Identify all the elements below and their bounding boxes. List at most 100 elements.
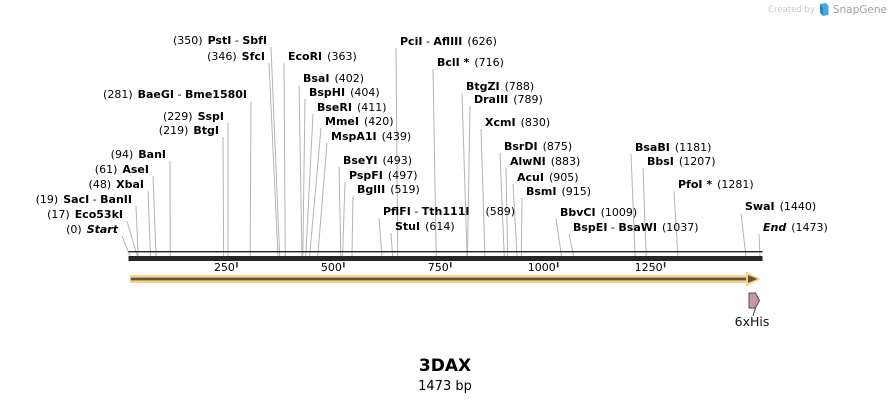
site-position: (614) — [425, 220, 455, 233]
connector-line — [568, 233, 575, 257]
site-name: XbaI — [116, 178, 144, 191]
site-label-bseri: BseRI (411) — [317, 101, 387, 115]
site-name: Start — [87, 223, 118, 236]
site-position: (1281) — [717, 178, 754, 191]
site-position: (875) — [542, 140, 573, 153]
connector-line — [147, 190, 152, 257]
site-name-part: EcoRI — [288, 50, 323, 63]
site-label-bglii: BglII (519) — [357, 183, 420, 197]
ruler-tick — [663, 262, 666, 268]
site-position: (1473) — [791, 221, 828, 234]
site-name-part: BsaBI — [635, 141, 670, 154]
site-name-part: PstI — [207, 34, 232, 47]
connector-line — [302, 98, 306, 257]
ruler-tick — [556, 262, 559, 268]
site-name: PciI - AflIII — [400, 35, 462, 48]
site-name: BsrDI — [504, 140, 538, 153]
ruler-number: 1000 — [527, 261, 556, 274]
site-name: StuI — [395, 220, 420, 233]
site-label-asei: (61) AseI — [95, 163, 149, 177]
connector-line — [298, 84, 303, 257]
connector-line — [758, 233, 761, 257]
site-name-part: BaeGI — [137, 88, 175, 101]
connector-line — [520, 197, 523, 257]
site-label-start: (0) Start — [66, 223, 118, 237]
site-label-bani: (94) BanI — [111, 148, 166, 162]
site-label-sfci: (346) SfcI — [207, 50, 265, 64]
site-label-bsrdi: BsrDI (875) — [504, 140, 572, 154]
site-position: (905) — [548, 171, 579, 184]
site-name-part: PspFI — [349, 169, 383, 182]
site-position: (420) — [363, 115, 394, 128]
site-name-part: MspA1I — [331, 130, 377, 143]
connector-line — [432, 68, 437, 257]
site-position: (1181) — [674, 141, 712, 154]
site-position: (915) — [561, 185, 592, 198]
site-name: BbvCI — [560, 206, 596, 219]
site-label-stui: StuI (614) — [395, 220, 455, 234]
site-position: (17) — [47, 208, 70, 221]
site-position: (48) — [88, 178, 112, 191]
site-name: XcmI — [485, 116, 516, 129]
connector-line — [317, 142, 328, 257]
sequence-name: 3DAX — [418, 356, 472, 376]
site-name-part: MmeI — [325, 115, 359, 128]
connector-line — [342, 181, 346, 257]
site-label-xbai: (48) XbaI — [89, 178, 144, 192]
site-name-part: BtgI — [193, 124, 219, 137]
site-name-part: BglII — [357, 183, 386, 196]
site-label-bspei-bsawi: BspEI - BsaWI (1037) — [573, 221, 699, 235]
site-label-acui: AcuI (905) — [517, 171, 579, 185]
site-name: SwaI — [745, 200, 775, 213]
connector-line — [505, 167, 509, 257]
site-name: BaeGI - Bme1580I — [138, 88, 247, 101]
site-name-part: PfoI * — [678, 178, 713, 191]
site-label-psti-sbfi: (350) PstI - SbfI — [173, 34, 267, 48]
site-position: (493) — [382, 154, 413, 167]
site-name: MspA1I — [331, 130, 377, 143]
site-name: AcuI — [517, 171, 544, 184]
ruler-number: 1250 — [634, 261, 663, 274]
site-label-bbsi: BbsI (1207) — [647, 155, 715, 169]
site-name: BanI — [138, 148, 166, 161]
connector-line — [512, 183, 518, 257]
site-label-swai: SwaI (1440) — [745, 200, 816, 214]
feature-arrowhead-core — [748, 275, 758, 283]
site-position: (1440) — [779, 200, 817, 213]
site-name: EcoRI — [288, 50, 322, 63]
connector-line — [555, 218, 563, 257]
site-label-pspfi: PspFI (497) — [349, 169, 418, 183]
site-name: BbsI — [647, 155, 674, 168]
site-position: (61) — [94, 163, 118, 176]
site-name-part: BseRI — [317, 101, 352, 114]
site-name: PstI - SbfI — [208, 34, 267, 47]
site-position: (788) — [504, 80, 535, 93]
connector-line — [135, 205, 139, 257]
site-name-part: AflIII — [433, 35, 463, 48]
site-name-part: BsaWI — [618, 221, 657, 234]
his-tag-shape — [748, 292, 761, 309]
connector-line — [121, 235, 131, 257]
site-name-part: BclI * — [437, 56, 470, 69]
site-name: BspHI — [309, 86, 345, 99]
site-name-part: PflFI — [383, 205, 411, 218]
site-label-xcmi: XcmI (830) — [485, 116, 550, 130]
site-name-part: XcmI — [485, 116, 516, 129]
site-label-alwni: AlwNI (883) — [510, 155, 580, 169]
site-label-eco53ki: (17) Eco53kI — [47, 208, 123, 222]
site-name: SspI — [198, 110, 224, 123]
site-name-part: Start — [86, 223, 118, 236]
site-name: Eco53kI — [75, 208, 123, 221]
site-name-part: Bme1580I — [184, 88, 247, 101]
site-position: (789) — [513, 93, 543, 106]
site-name: BtgZI — [466, 80, 500, 93]
connector-line — [461, 92, 468, 257]
ruler-number: 500 — [320, 261, 342, 274]
site-name-part: XbaI — [116, 178, 144, 191]
site-position: (519) — [390, 183, 420, 196]
his-tag-label: 6xHis — [734, 314, 770, 329]
site-name: SacI - BanII — [63, 193, 132, 206]
site-name: BclI * — [437, 56, 469, 69]
site-name-part: DraIII — [474, 93, 509, 106]
